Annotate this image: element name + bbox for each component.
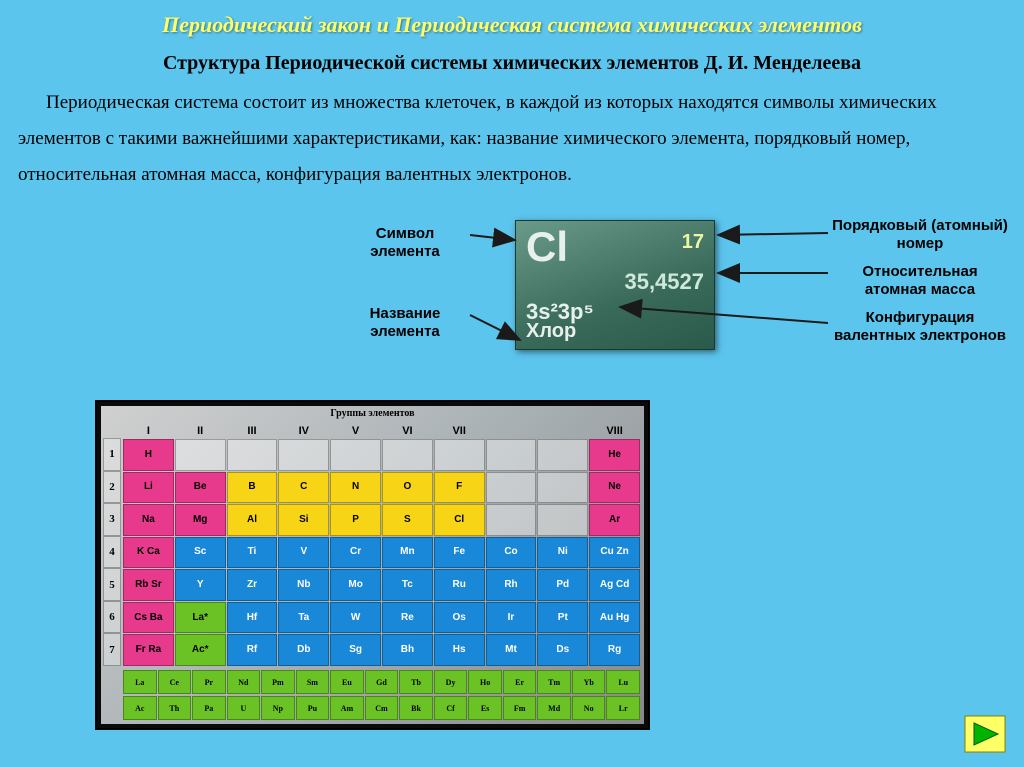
- ptable-cell: [227, 439, 278, 471]
- ptable-cell: Na: [123, 504, 174, 536]
- ptable-cell: Rg: [589, 634, 640, 666]
- ptable-cell: O: [382, 472, 433, 504]
- ptable-cell: Co: [486, 537, 537, 569]
- ptable-cell: P: [330, 504, 381, 536]
- ptable-cell: Li: [123, 472, 174, 504]
- ptable-cell: Os: [434, 602, 485, 634]
- ptable-f-block: LaCePrNdPmSmEuGdTbDyHoErTmYbLu AcThPaUNp…: [123, 670, 640, 720]
- ptable-cell: [434, 439, 485, 471]
- ptable-cell: Cl: [434, 504, 485, 536]
- ptable-cell: Zr: [227, 569, 278, 601]
- ptable-period-numbers: 1234567: [103, 438, 121, 666]
- ptable-cell: [330, 439, 381, 471]
- ptable-cell: Ac*: [175, 634, 226, 666]
- page-subtitle: Структура Периодической системы химическ…: [0, 52, 1024, 75]
- ptable-cell: Ag Cd: [589, 569, 640, 601]
- ptable-cell: [486, 439, 537, 471]
- ptable-cell: Rf: [227, 634, 278, 666]
- ptable-cell: B: [227, 472, 278, 504]
- ptable-cell: N: [330, 472, 381, 504]
- callout-arrows: [0, 215, 1024, 395]
- ptable-cell: [537, 439, 588, 471]
- ptable-cell: Rh: [486, 569, 537, 601]
- ptable-cell: C: [278, 472, 329, 504]
- ptable-cell: [537, 504, 588, 536]
- ptable-cell: Y: [175, 569, 226, 601]
- ptable-cell: Nb: [278, 569, 329, 601]
- body-paragraph: Периодическая система состоит из множест…: [0, 75, 1024, 193]
- ptable-cell: Rb Sr: [123, 569, 174, 601]
- ptable-cell: La*: [175, 602, 226, 634]
- ptable-cell: Fr Ra: [123, 634, 174, 666]
- ptable-cell: Cr: [330, 537, 381, 569]
- ptable-cell: Ni: [537, 537, 588, 569]
- ptable-cell: K Ca: [123, 537, 174, 569]
- ptable-cell: H: [123, 439, 174, 471]
- ptable-cell: Mn: [382, 537, 433, 569]
- lanthanides-row: LaCePrNdPmSmEuGdTbDyHoErTmYbLu: [123, 670, 640, 694]
- ptable-cell: He: [589, 439, 640, 471]
- ptable-cell: Ti: [227, 537, 278, 569]
- ptable-cell: Sc: [175, 537, 226, 569]
- actinides-row: AcThPaUNpPuAmCmBkCfEsFmMdNoLr: [123, 696, 640, 720]
- ptable-cell: Mt: [486, 634, 537, 666]
- page-title: Периодический закон и Периодическая сист…: [0, 0, 1024, 38]
- ptable-cell: Db: [278, 634, 329, 666]
- ptable-cell: Al: [227, 504, 278, 536]
- ptable-cell: Re: [382, 602, 433, 634]
- ptable-cell: Sg: [330, 634, 381, 666]
- ptable-cell: [382, 439, 433, 471]
- ptable-cell: F: [434, 472, 485, 504]
- ptable-cell: Ne: [589, 472, 640, 504]
- ptable-cell: Cs Ba: [123, 602, 174, 634]
- ptable-cell: Si: [278, 504, 329, 536]
- ptable-cell: Mo: [330, 569, 381, 601]
- ptable-cell: Mg: [175, 504, 226, 536]
- ptable-cell: Pd: [537, 569, 588, 601]
- ptable-cell: Tc: [382, 569, 433, 601]
- ptable-cell: [537, 472, 588, 504]
- ptable-cell: Au Hg: [589, 602, 640, 634]
- ptable-cell: Hf: [227, 602, 278, 634]
- ptable-cell: Ta: [278, 602, 329, 634]
- ptable-cell: Hs: [434, 634, 485, 666]
- ptable-cell: [486, 472, 537, 504]
- ptable-cell: V: [278, 537, 329, 569]
- ptable-cell: [278, 439, 329, 471]
- ptable-cell: S: [382, 504, 433, 536]
- ptable-cell: W: [330, 602, 381, 634]
- ptable-header: Группы элементов: [101, 408, 644, 419]
- ptable-cell: Fe: [434, 537, 485, 569]
- ptable-cell: Ar: [589, 504, 640, 536]
- ptable-cell: Ru: [434, 569, 485, 601]
- ptable-cell: Ds: [537, 634, 588, 666]
- next-button[interactable]: [964, 715, 1006, 753]
- ptable-cell: [175, 439, 226, 471]
- element-cell-diagram: Cl 17 35,4527 3s²3p⁵ Хлор Символ элемент…: [0, 215, 1024, 395]
- ptable-cell: Pt: [537, 602, 588, 634]
- ptable-cell: Ir: [486, 602, 537, 634]
- ptable-cell: Cu Zn: [589, 537, 640, 569]
- ptable-grid: IIIIIIIVVVIVIIVIIIHHeLiBeBCNOFNeNaMgAlSi…: [123, 424, 640, 666]
- ptable-cell: [486, 504, 537, 536]
- periodic-table: Группы элементов 1234567 IIIIIIIVVVIVIIV…: [95, 400, 650, 730]
- ptable-cell: Bh: [382, 634, 433, 666]
- ptable-cell: Be: [175, 472, 226, 504]
